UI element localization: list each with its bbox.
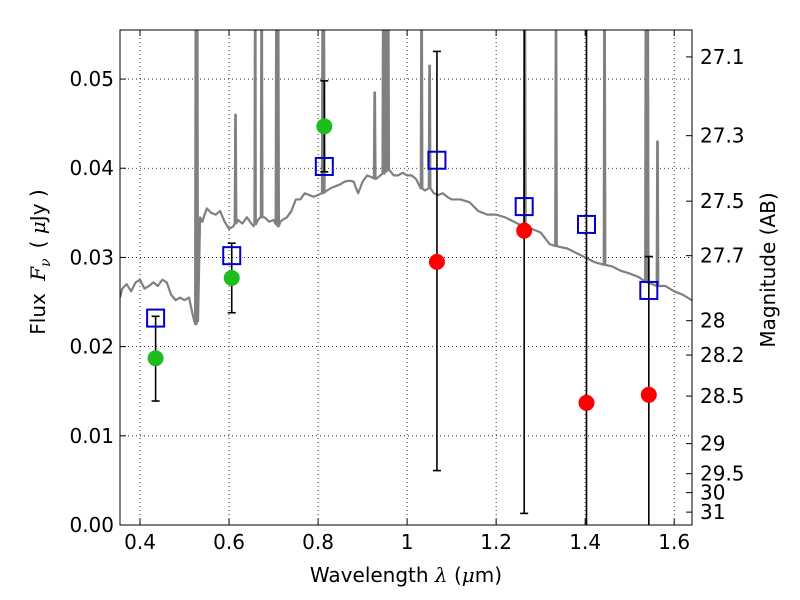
y-axis-label-text: Flux [26, 287, 50, 335]
x-tick-label: 1.4 [569, 530, 601, 554]
y-tick-label: 0.00 [69, 513, 114, 537]
y2-tick-label: 29 [700, 432, 725, 456]
y2-tick-label: 29.5 [700, 462, 745, 486]
data-point [428, 253, 445, 270]
y-tick-label: 0.02 [69, 335, 114, 359]
y2-tick-label: 28 [700, 309, 725, 333]
data-point [640, 386, 657, 403]
x-tick-label: 1 [401, 530, 414, 554]
y2-tick-label: 27.5 [700, 189, 745, 213]
model-photometry-square [514, 197, 534, 217]
y-axis-label-symbol: F [26, 266, 50, 282]
model-photometry-square [577, 214, 597, 234]
model-photometry-square [639, 280, 659, 300]
y2-tick-label: 31 [700, 500, 725, 524]
y2-tick-label: 27.7 [700, 244, 745, 268]
data-point [516, 222, 533, 239]
axis-ticks: 0.4 0.6 0.8 1 1.2 1.4 1.6 0.00 0.01 0.02 0.03 0.04 0… [69, 30, 745, 554]
y-axis-label-subscript: ν [38, 258, 54, 267]
y-tick-label: 0.01 [69, 424, 114, 448]
data-point [316, 118, 333, 135]
x-tick-label: 0.4 [124, 530, 156, 554]
y-axis-label-rest: Jy ) [26, 189, 50, 223]
x-axis-label-unit-rest: m) [475, 563, 502, 587]
y-axis-label: Flux Fν ( μJy ) [26, 189, 54, 334]
x-axis-label: Wavelength λ (μm) [310, 563, 502, 587]
y2-tick-label: 27.1 [700, 45, 745, 69]
y2-axis-label: Magnitude (AB) [756, 192, 780, 347]
y-tick-label: 0.05 [69, 67, 114, 91]
model-spectrum-line [120, 30, 692, 326]
x-tick-label: 0.6 [213, 530, 245, 554]
y-axis-label-mu: μ [26, 221, 50, 234]
model-photometry-square [146, 308, 166, 328]
y2-tick-label: 30 [700, 481, 725, 505]
x-tick-label: 0.8 [302, 530, 334, 554]
y-tick-label: 0.03 [69, 245, 114, 269]
data-point [223, 269, 240, 286]
x-tick-label: 1.2 [480, 530, 512, 554]
plot-area [120, 30, 692, 525]
model-photometry-square [427, 150, 447, 170]
x-axis-label-symbol: λ [434, 563, 448, 587]
y2-tick-label: 28.5 [700, 384, 745, 408]
y2-tick-label: 28.2 [700, 343, 745, 367]
y-axis-label-open: ( [26, 234, 50, 248]
y2-tick-label: 27.3 [700, 124, 745, 148]
y-tick-label: 0.04 [69, 156, 114, 180]
model-photometry-square [222, 246, 242, 266]
data-point [147, 350, 164, 367]
model-photometry-square [314, 156, 334, 176]
x-axis-label-unit-mu: μ [462, 563, 475, 587]
x-tick-label: 1.6 [658, 530, 690, 554]
x-axis-label-text: Wavelength [310, 563, 435, 587]
data-point [578, 394, 595, 411]
x-axis-label-unit-open: ( [448, 563, 462, 587]
plot-frame [119, 29, 693, 526]
